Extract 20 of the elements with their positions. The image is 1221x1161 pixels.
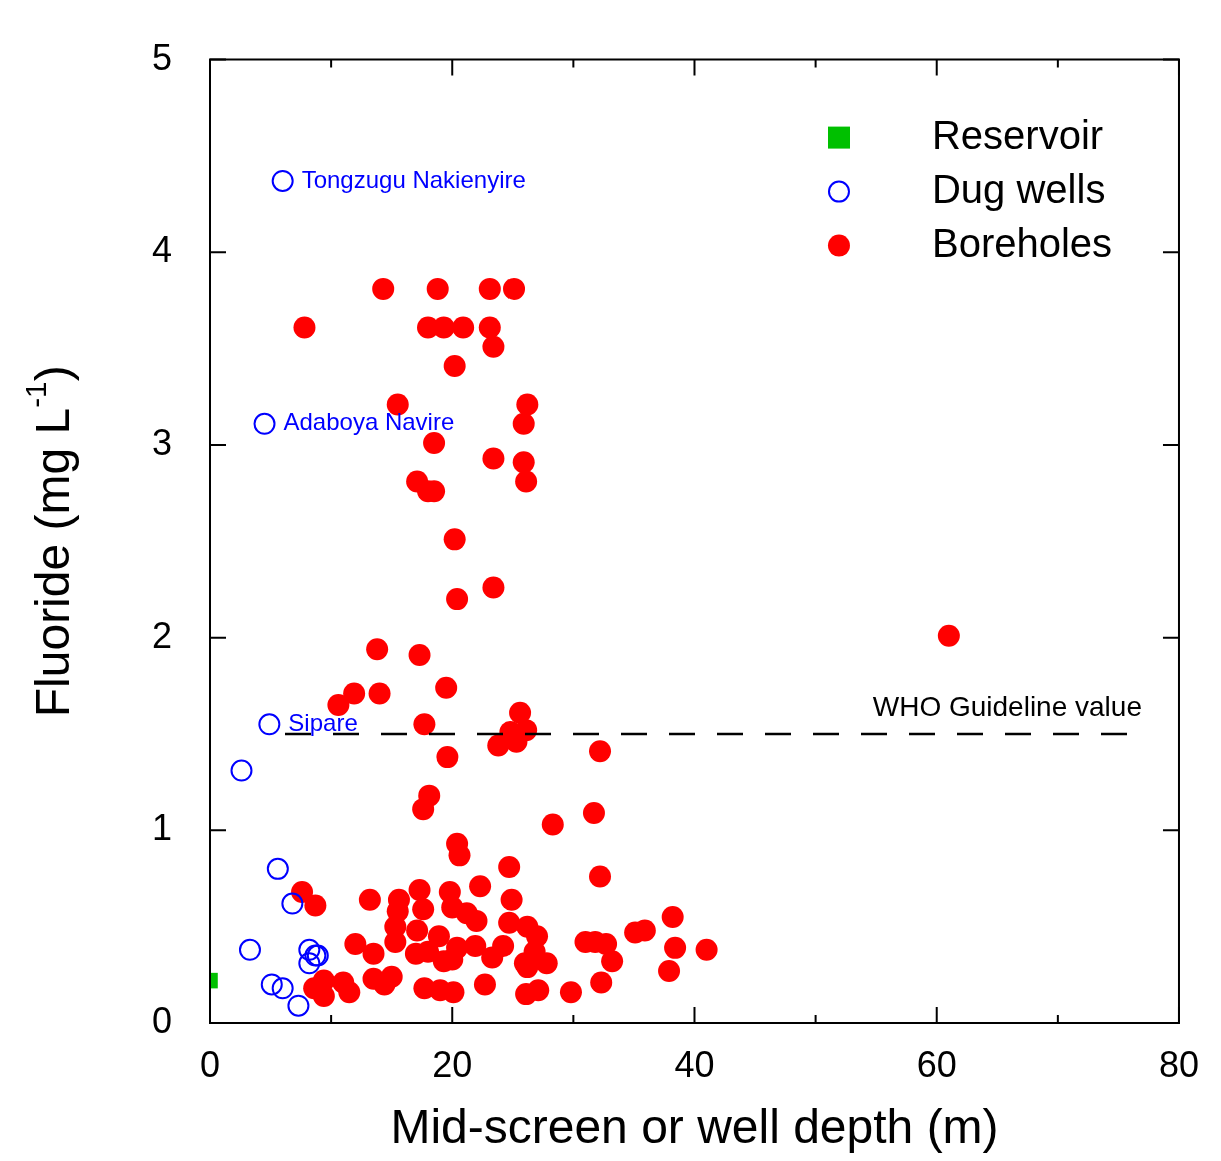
x-axis-title: Mid-screen or well depth (m) (390, 1100, 999, 1154)
legend-label: Dug wells (931, 166, 1106, 211)
annotation: Tongzugu Nakienyire (301, 165, 526, 193)
x-tick-label: 20 (432, 1043, 473, 1085)
x-tick-label: 40 (674, 1043, 715, 1085)
y-tick-label: 5 (151, 36, 172, 78)
y-tick-label: 1 (151, 807, 172, 849)
legend-label: Reservoir (931, 112, 1104, 157)
y-tick-label: 2 (151, 614, 172, 656)
x-tick-label: 80 (1158, 1043, 1199, 1085)
y-tick-label: 4 (151, 229, 172, 271)
annotation: Adaboya Navire (283, 408, 455, 436)
legend-label: Boreholes (931, 220, 1113, 265)
y-tick-label: 3 (151, 421, 172, 463)
ref-line-label: WHO Guideline value (872, 690, 1142, 722)
x-tick-label: 60 (916, 1043, 957, 1085)
annotation: Sipare (288, 708, 358, 736)
x-tick-label: 0 (199, 1043, 221, 1085)
y-axis-title: Fluoride (mg L-1) (18, 365, 80, 718)
y-tick-label: 0 (151, 999, 172, 1041)
